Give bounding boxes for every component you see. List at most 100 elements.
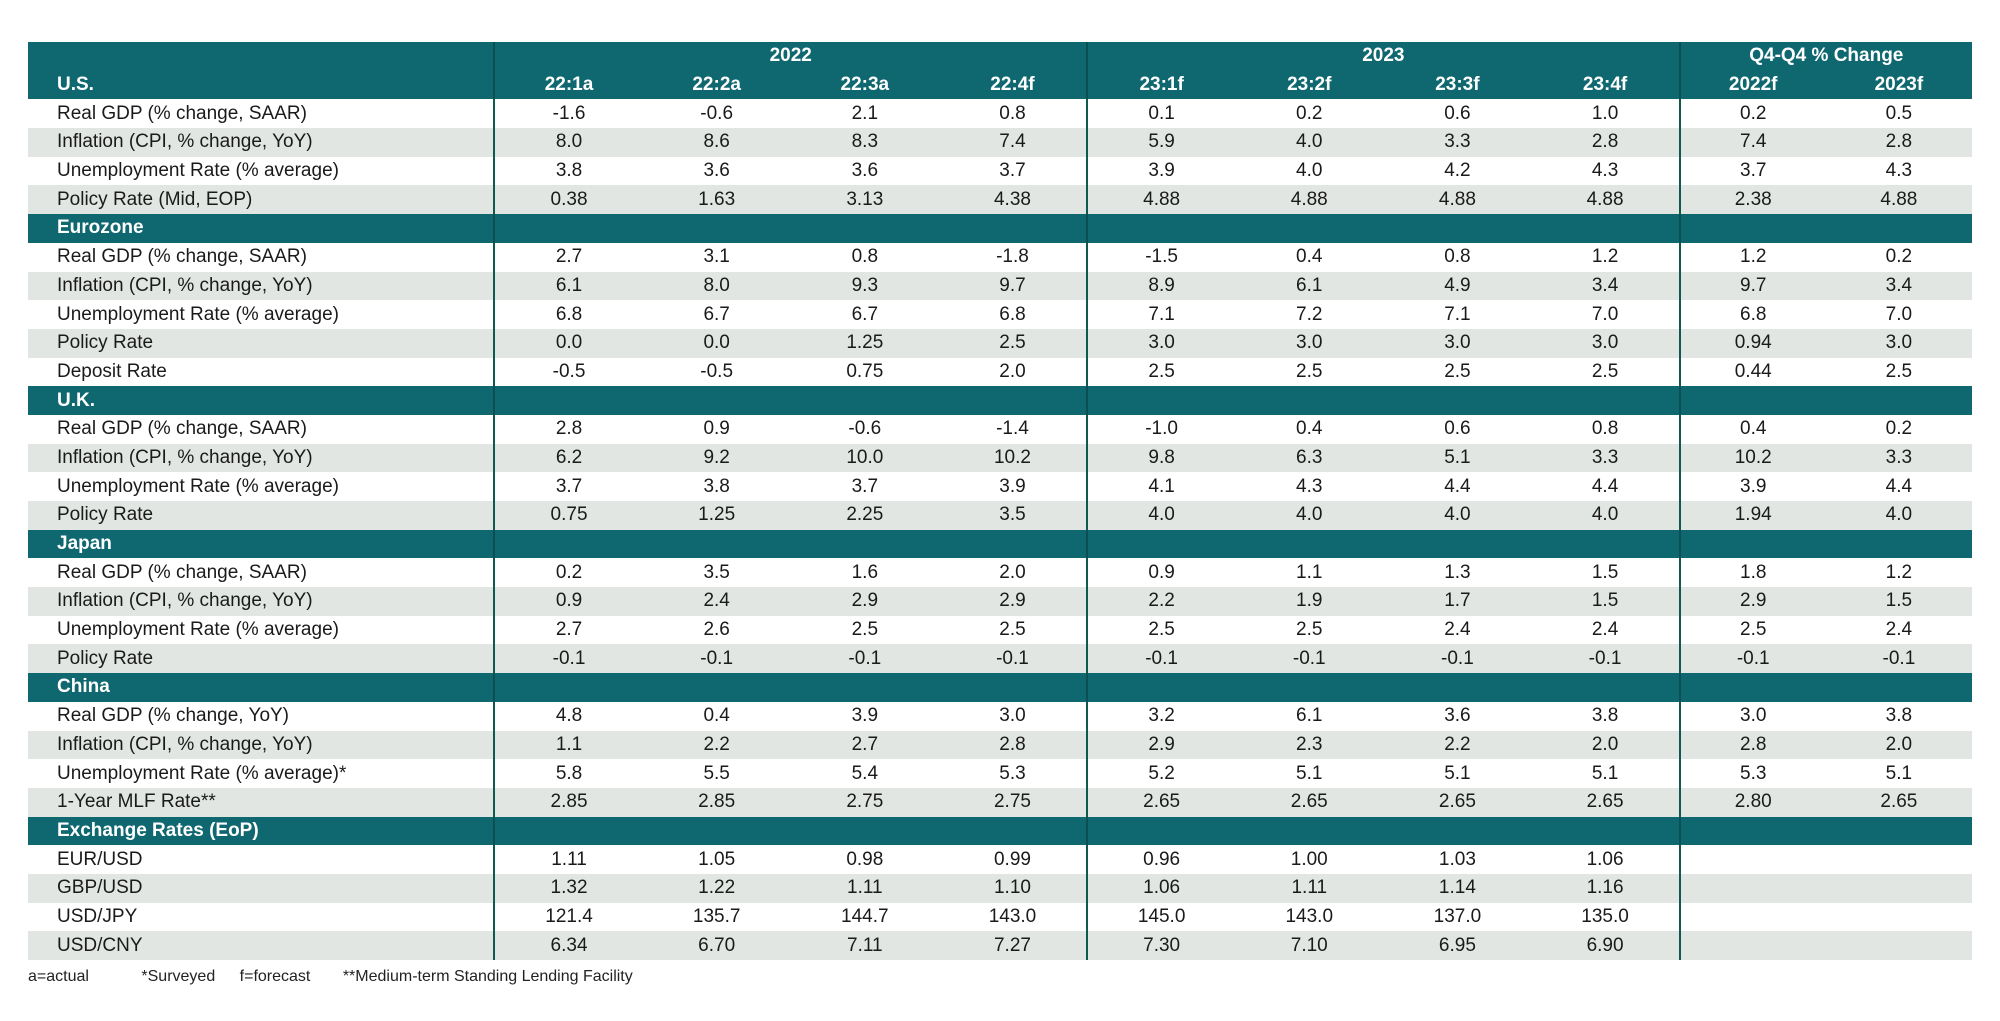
table-body: Real GDP (% change, SAAR) -1.6 -0.6 2.1 0.8 0… — [28, 99, 1972, 960]
value-cell: 0.8 — [999, 102, 1026, 124]
value-cell: 1.2 — [1591, 246, 1619, 268]
value-cell: 10.0 — [790, 443, 939, 473]
value-cell: 4.88 — [1235, 185, 1384, 215]
section-header-row: Japan — [28, 529, 1972, 559]
value-cell: 2.4 — [1885, 619, 1913, 641]
table-row: Inflation (CPI, % change, YoY) 6.1 8.0 9.3 9… — [28, 271, 1972, 301]
section-header-row: Exchange Rates (EoP) — [28, 816, 1972, 846]
table-row: Deposit Rate -0.5 -0.5 0.75 2.0 2.5 2.5 2.5 2.5 0… — [28, 357, 1972, 387]
value-cell: 3.6 — [1444, 705, 1471, 727]
value-cell: 0.44 — [1678, 357, 1826, 387]
value-cell: 3.5 — [938, 501, 1088, 530]
section-header-blank-cell — [1531, 214, 1680, 243]
row-label: Real GDP (% change, SAAR) — [57, 561, 307, 583]
section-header-blank-cell — [642, 386, 791, 415]
value-cell: -0.5 — [493, 357, 643, 387]
value-cell: 6.95 — [1383, 931, 1532, 960]
value-cell: 5.3 — [1678, 759, 1826, 788]
value-cell: 6.2 — [493, 443, 643, 473]
value-cell: 3.8 — [1591, 705, 1619, 727]
value-cell: 0.1 — [1086, 99, 1236, 129]
column-header: 23:4f — [1531, 70, 1680, 100]
table-row: Unemployment Rate (% average) 3.8 3.6 3.6 3.… — [28, 156, 1972, 186]
table-row: Inflation (CPI, % change, YoY) 6.2 9.2 10.0… — [28, 443, 1972, 473]
value-cell: 1.00 — [1290, 848, 1328, 870]
footnotes: a=actual *Surveyed f=forecast **Medium-t… — [28, 968, 681, 986]
section-header-blank-cell — [1383, 816, 1532, 846]
header-group-row: 2022 2023 Q4-Q4 % Change — [28, 42, 1972, 71]
value-cell: 2.2 — [642, 730, 791, 760]
section-header-blank-cell — [1235, 673, 1384, 702]
value-cell: 1.32 — [493, 873, 643, 903]
value-cell: 4.1 — [1086, 472, 1236, 501]
value-cell: 2.5 — [851, 619, 879, 641]
value-cell: 0.75 — [846, 360, 884, 382]
value-cell: 7.1 — [1444, 303, 1471, 325]
value-cell: 2.6 — [703, 619, 730, 641]
row-label: Unemployment Rate (% average) — [57, 160, 339, 182]
value-cell: 2.4 — [1591, 619, 1619, 641]
section-header-blank-cell — [1825, 816, 1972, 846]
group-header-2022: 2022 — [493, 42, 1088, 71]
value-cell: 7.30 — [1086, 931, 1236, 960]
section-header-blank-cell — [1383, 214, 1532, 243]
value-cell: 2.65 — [1383, 787, 1532, 817]
value-cell: 2.9 — [938, 587, 1088, 616]
section-header-blank-cell — [1678, 529, 1826, 559]
value-cell: 5.3 — [999, 762, 1026, 784]
value-cell: 2.5 — [1591, 360, 1619, 382]
value-cell: 2.75 — [938, 787, 1088, 817]
column-header: 22:1a — [493, 70, 643, 100]
table-row: Unemployment Rate (% average) 6.8 6.7 6.7 6.… — [28, 300, 1972, 329]
footnote: *Surveyed — [141, 968, 216, 985]
section-header-blank-cell — [1531, 816, 1680, 846]
value-cell: 0.4 — [1678, 414, 1826, 444]
row-label: USD/JPY — [57, 905, 138, 927]
value-cell: 2.75 — [790, 787, 939, 817]
value-cell: 2.85 — [493, 787, 643, 817]
value-cell — [1826, 845, 1972, 874]
value-cell: 2.5 — [1444, 360, 1471, 382]
row-label: Inflation (CPI, % change, YoY) — [28, 443, 495, 473]
section-header-blank-cell — [1531, 673, 1680, 702]
group-header-q4-q4: Q4-Q4 % Change — [1678, 42, 1972, 71]
value-cell: 0.96 — [1086, 845, 1236, 874]
value-cell: 145.0 — [1086, 902, 1236, 932]
value-cell: 4.0 — [1383, 501, 1532, 530]
section-header-blank-cell — [1383, 386, 1532, 415]
forecast-table-container: 2022 2023 Q4-Q4 % Change U.S. 22:1a 22:2… — [28, 42, 1972, 960]
value-cell: 6.1 — [493, 271, 643, 301]
value-cell: 4.4 — [1444, 475, 1471, 497]
region-header-us: U.S. — [28, 70, 495, 100]
row-label: Inflation (CPI, % change, YoY) — [28, 271, 495, 301]
section-header-blank-cell — [1383, 529, 1532, 559]
value-cell: 2.4 — [1444, 619, 1471, 641]
section-header-blank-cell — [642, 816, 791, 846]
value-cell: 4.4 — [1885, 475, 1913, 497]
table-row: EUR/USD 1.11 1.05 0.98 0.99 0.96 1.00 1.03 1.06 — [28, 845, 1972, 874]
value-cell: 7.1 — [1086, 300, 1236, 329]
value-cell — [1678, 845, 1826, 874]
value-cell: 10.2 — [938, 443, 1088, 473]
table-row: Real GDP (% change, SAAR) 2.8 0.9 -0.6 -1.4 -… — [28, 414, 1972, 444]
value-cell: 2.85 — [642, 787, 791, 817]
value-cell: 1.2 — [1678, 242, 1826, 272]
value-cell: -1.0 — [1086, 414, 1236, 444]
value-cell: 7.11 — [790, 931, 939, 960]
value-cell: 4.88 — [1086, 185, 1236, 215]
value-cell: 121.4 — [493, 902, 643, 932]
value-cell: 3.4 — [1825, 271, 1972, 301]
value-cell: 2.38 — [1678, 185, 1826, 215]
section-header-blank-cell — [642, 529, 791, 559]
section-header-blank-cell — [1383, 673, 1532, 702]
column-header: 23:2f — [1235, 70, 1384, 100]
value-cell: 6.7 — [703, 303, 730, 325]
column-header: 23:3f — [1383, 70, 1532, 100]
value-cell: 3.6 — [851, 160, 879, 182]
value-cell: 2.5 — [938, 328, 1088, 358]
value-cell: -0.6 — [848, 418, 882, 440]
value-cell: -0.1 — [642, 644, 791, 674]
value-cell: 4.3 — [1591, 160, 1619, 182]
section-header-blank-cell — [642, 214, 791, 243]
value-cell: 1.05 — [698, 848, 736, 870]
